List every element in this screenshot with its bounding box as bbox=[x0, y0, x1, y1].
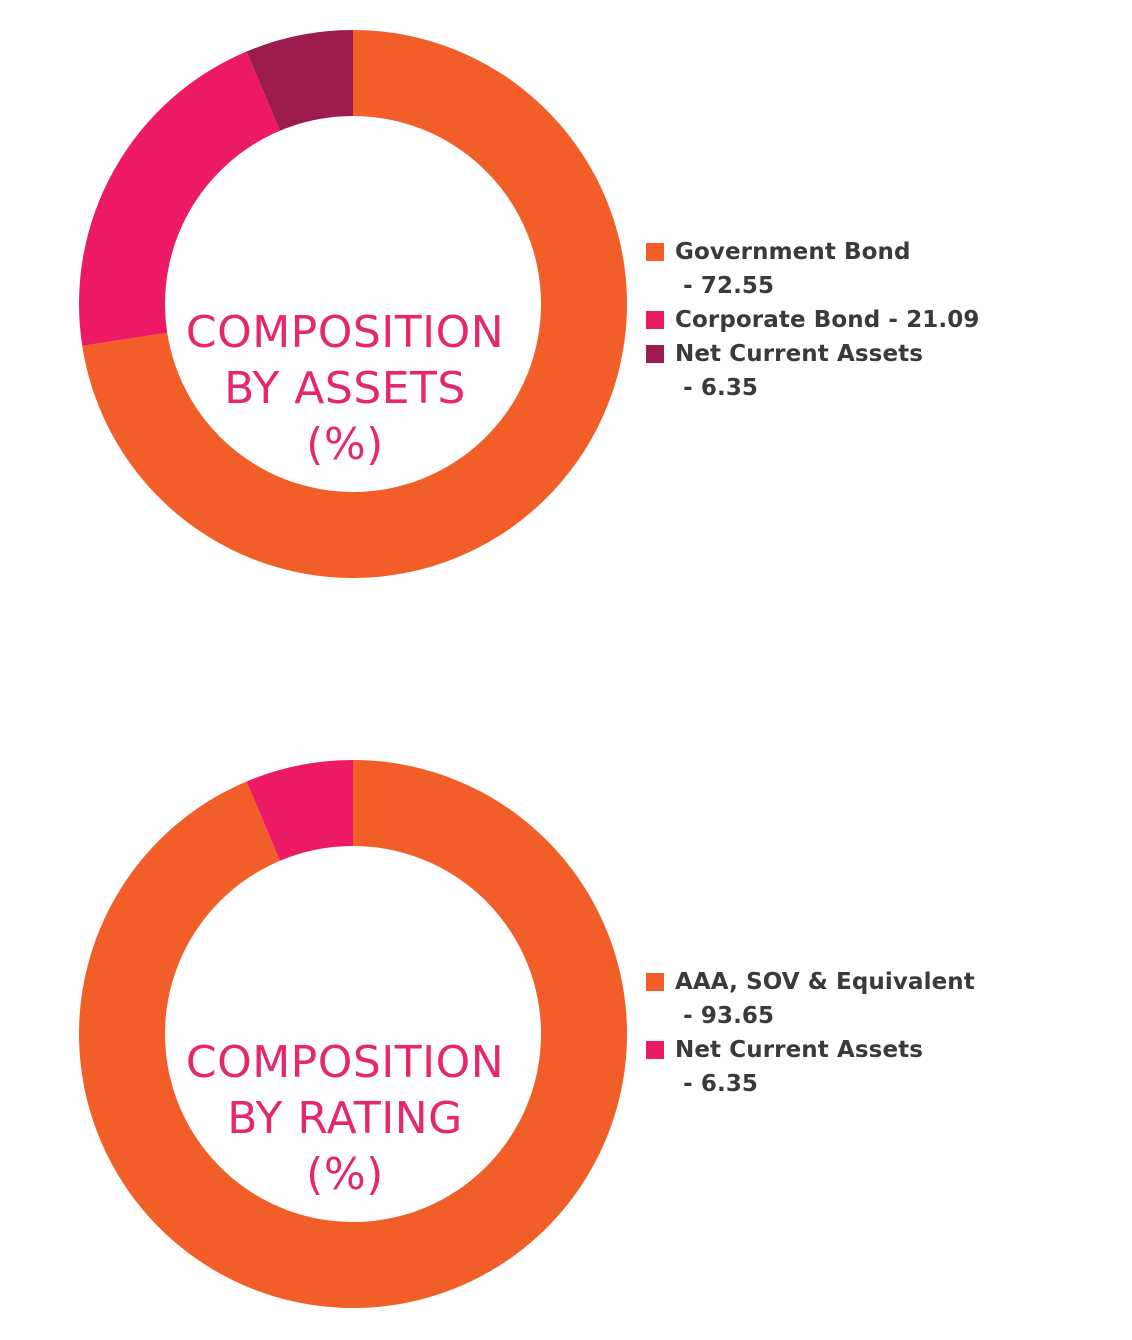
composition-by-assets-donut bbox=[79, 30, 627, 578]
legend-value: 21.09 bbox=[880, 307, 979, 333]
legend-value: 93.65 bbox=[675, 1003, 774, 1029]
legend-item-government-bond: Government Bond 72.55 bbox=[646, 235, 1006, 303]
legend-label: Government Bond bbox=[675, 239, 911, 265]
donut-slice-aaa-sov-equivalent bbox=[78, 760, 628, 1308]
donut-slice-government-bond bbox=[82, 30, 627, 578]
legend-label: Net Current Assets bbox=[675, 341, 924, 367]
composition-by-assets-chart: COMPOSITION BY ASSETS (%) Government Bon… bbox=[0, 0, 1132, 620]
legend-swatch bbox=[646, 311, 664, 329]
legend-swatch bbox=[646, 243, 664, 261]
composition-by-rating-legend: AAA, SOV & Equivalent 93.65 Net Current A… bbox=[646, 965, 1006, 1101]
legend-swatch bbox=[646, 1041, 664, 1059]
composition-by-rating-donut bbox=[78, 760, 628, 1308]
center-label-line-1: COMPOSITION bbox=[185, 307, 505, 358]
legend-item-net-current-assets: Net Current Assets 6.35 bbox=[646, 337, 1006, 405]
legend-label: AAA, SOV & Equivalent bbox=[675, 969, 975, 995]
legend-item-net-current-assets: Net Current Assets 6.35 bbox=[646, 1033, 1006, 1101]
legend-swatch bbox=[646, 973, 664, 991]
composition-by-rating-center-label: COMPOSITION BY RATING (%) bbox=[165, 1035, 525, 1203]
legend-item-aaa-sov-equivalent: AAA, SOV & Equivalent 93.65 bbox=[646, 965, 1005, 1033]
composition-by-rating-chart: COMPOSITION BY RATING (%) AAA, SOV & Equ… bbox=[0, 730, 1132, 1340]
donut-slice-net-current-assets bbox=[246, 760, 353, 861]
center-label-line-3: (%) bbox=[306, 1149, 384, 1200]
center-label-line-3: (%) bbox=[306, 419, 384, 470]
legend-label: Net Current Assets bbox=[675, 1037, 924, 1063]
donut-slice-net-current-assets bbox=[246, 30, 353, 131]
center-label-line-2: BY RATING bbox=[227, 1093, 463, 1144]
legend-label: Corporate Bond bbox=[675, 307, 881, 333]
legend-value: 72.55 bbox=[675, 273, 774, 299]
composition-by-assets-legend: Government Bond 72.55 Corporate Bond21.09… bbox=[646, 235, 1006, 405]
legend-swatch bbox=[646, 345, 664, 363]
donut-slice-corporate-bond bbox=[79, 51, 280, 346]
legend-value: 6.35 bbox=[675, 375, 758, 401]
center-label-line-2: BY ASSETS bbox=[224, 363, 466, 414]
legend-value: 6.35 bbox=[675, 1071, 758, 1097]
composition-by-assets-center-label: COMPOSITION BY ASSETS (%) bbox=[165, 305, 525, 473]
center-label-line-1: COMPOSITION bbox=[185, 1037, 505, 1088]
legend-item-corporate-bond: Corporate Bond21.09 bbox=[646, 303, 1006, 337]
